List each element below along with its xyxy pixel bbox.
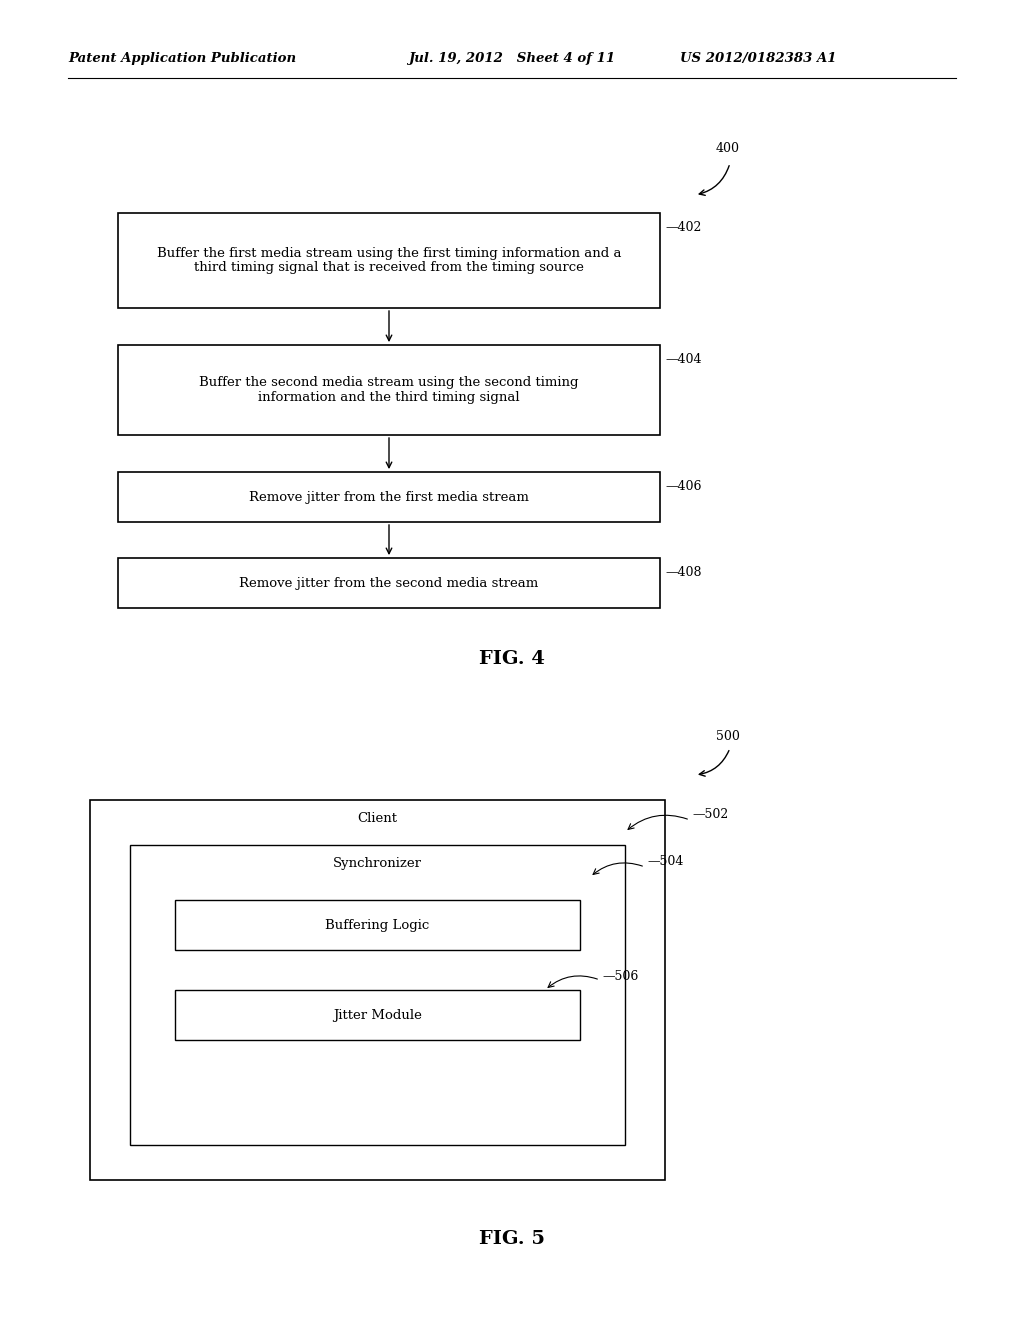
Bar [118, 345, 660, 436]
Bar [130, 845, 625, 1144]
Text: Buffer the first media stream using the first timing information and a
third tim: Buffer the first media stream using the … [157, 247, 622, 275]
Text: —504: —504 [647, 855, 683, 869]
Text: Remove jitter from the second media stream: Remove jitter from the second media stre… [240, 577, 539, 590]
Text: —406: —406 [665, 480, 701, 492]
Text: US 2012/0182383 A1: US 2012/0182383 A1 [680, 51, 837, 65]
Text: Buffering Logic: Buffering Logic [326, 919, 430, 932]
Bar [118, 558, 660, 609]
Bar [90, 800, 665, 1180]
Text: Jul. 19, 2012   Sheet 4 of 11: Jul. 19, 2012 Sheet 4 of 11 [409, 51, 615, 65]
Text: 500: 500 [716, 730, 740, 743]
Text: Jitter Module: Jitter Module [333, 1008, 422, 1022]
Text: —506: —506 [602, 970, 638, 983]
Text: 400: 400 [716, 143, 740, 154]
Text: Remove jitter from the first media stream: Remove jitter from the first media strea… [249, 491, 529, 503]
Text: Buffer the second media stream using the second timing
information and the third: Buffer the second media stream using the… [200, 376, 579, 404]
Text: Client: Client [357, 812, 397, 825]
Text: —404: —404 [665, 352, 701, 366]
Bar [175, 990, 580, 1040]
Text: —408: —408 [665, 566, 701, 579]
Text: Synchronizer: Synchronizer [333, 857, 422, 870]
Text: —502: —502 [692, 808, 728, 821]
Text: Patent Application Publication: Patent Application Publication [68, 51, 296, 65]
Bar [118, 213, 660, 308]
Bar [175, 900, 580, 950]
Text: FIG. 5: FIG. 5 [479, 1230, 545, 1247]
Text: FIG. 4: FIG. 4 [479, 649, 545, 668]
Bar [118, 473, 660, 521]
Text: —402: —402 [665, 220, 701, 234]
